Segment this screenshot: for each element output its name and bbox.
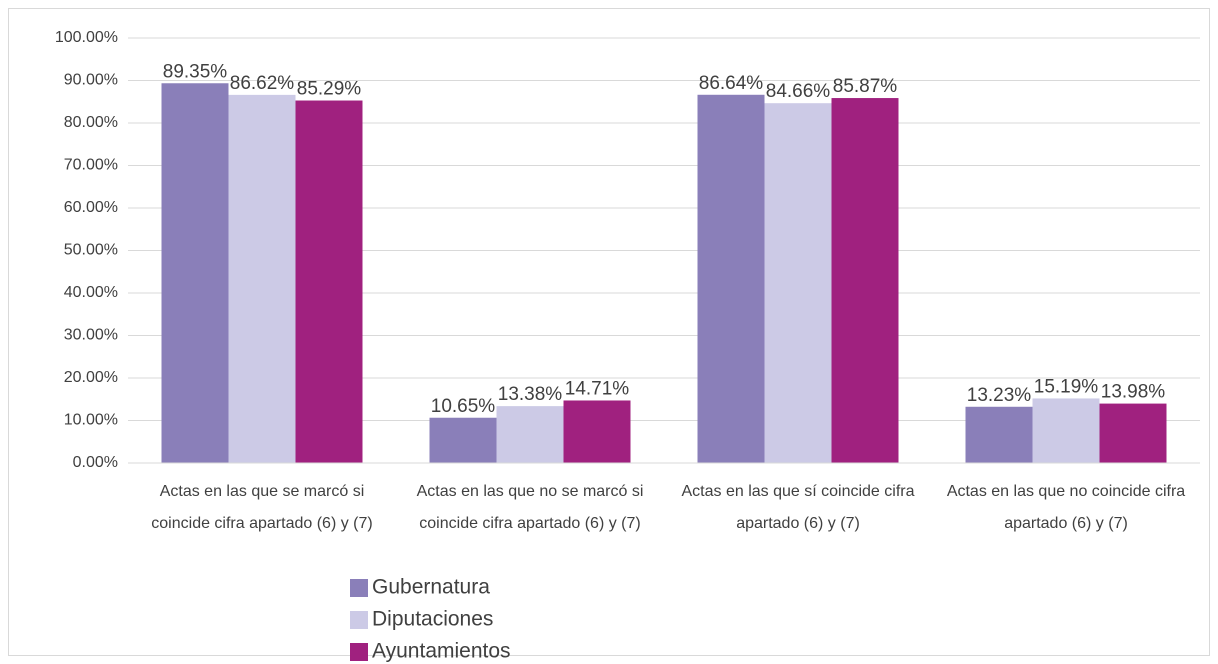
bar <box>563 400 631 463</box>
bar <box>161 83 229 463</box>
y-tick-label: 80.00% <box>64 114 118 131</box>
bar <box>1099 403 1167 463</box>
legend-swatch <box>350 643 368 661</box>
x-tick-label-box: Actas en las que no se marcó si coincide… <box>416 483 644 532</box>
data-label: 13.23% <box>967 385 1032 406</box>
data-label: 84.66% <box>766 81 831 102</box>
legend-label: Gubernatura <box>372 576 490 599</box>
data-label: 86.62% <box>230 73 295 94</box>
y-tick-label: 20.00% <box>64 369 118 386</box>
bar <box>1032 398 1100 463</box>
bar <box>764 103 832 463</box>
x-tick-label: Actas en las que no se marcó si coincide… <box>416 483 644 532</box>
data-label: 14.71% <box>565 378 630 399</box>
y-tick-label: 50.00% <box>64 242 118 259</box>
bar <box>697 94 765 463</box>
y-tick-label: 40.00% <box>64 284 118 301</box>
y-tick-label: 100.00% <box>55 29 118 46</box>
data-label: 85.87% <box>833 76 898 97</box>
bar <box>496 406 564 463</box>
y-tick-label: 30.00% <box>64 327 118 344</box>
y-tick-label: 90.00% <box>64 72 118 89</box>
bar <box>965 406 1033 463</box>
data-label: 89.35% <box>163 61 228 82</box>
bar <box>295 100 363 463</box>
bar <box>831 98 899 464</box>
data-label: 86.64% <box>699 73 764 94</box>
x-tick-label-box: Actas en las que sí coincide cifra apart… <box>681 483 915 532</box>
y-tick-label: 0.00% <box>73 454 118 471</box>
x-tick-label-box: Actas en las que no coincide cifra apart… <box>946 483 1186 532</box>
legend-label: Ayuntamientos <box>372 640 511 663</box>
legend-swatch <box>350 611 368 629</box>
x-tick-label: Actas en las que se marcó si coincide ci… <box>151 483 373 532</box>
legend-swatch <box>350 579 368 597</box>
legend-label: Diputaciones <box>372 608 493 631</box>
data-label: 10.65% <box>431 396 496 417</box>
data-label: 13.38% <box>498 384 563 405</box>
x-tick-label: Actas en las que no coincide cifra apart… <box>946 483 1186 532</box>
data-label: 85.29% <box>297 79 362 100</box>
bar <box>429 417 497 463</box>
y-tick-label: 70.00% <box>64 157 118 174</box>
x-tick-label-box: Actas en las que se marcó si coincide ci… <box>151 483 373 532</box>
y-tick-label: 10.00% <box>64 412 118 429</box>
x-tick-label: Actas en las que sí coincide cifra apart… <box>681 483 915 532</box>
data-label: 15.19% <box>1034 376 1099 397</box>
data-label: 13.98% <box>1101 382 1166 403</box>
bar <box>228 94 296 464</box>
y-tick-label: 60.00% <box>64 199 118 216</box>
